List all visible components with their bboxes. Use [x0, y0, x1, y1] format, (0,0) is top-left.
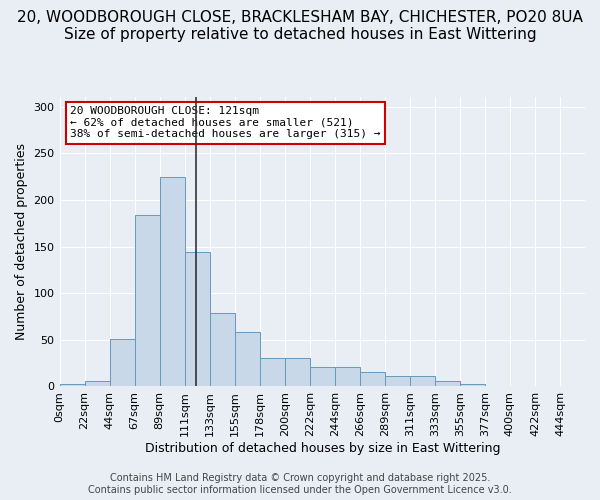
Bar — [134, 215, 160, 386]
Y-axis label: Number of detached properties: Number of detached properties — [15, 144, 28, 340]
Bar — [160, 176, 185, 386]
Bar — [285, 358, 310, 386]
Text: 20, WOODBOROUGH CLOSE, BRACKLESHAM BAY, CHICHESTER, PO20 8UA
Size of property re: 20, WOODBOROUGH CLOSE, BRACKLESHAM BAY, … — [17, 10, 583, 42]
Bar — [260, 358, 285, 386]
X-axis label: Distribution of detached houses by size in East Wittering: Distribution of detached houses by size … — [145, 442, 500, 455]
Bar — [59, 384, 85, 386]
Bar — [110, 339, 134, 386]
Bar — [185, 252, 209, 386]
Bar — [460, 384, 485, 386]
Bar — [410, 376, 435, 386]
Bar — [385, 376, 410, 386]
Bar — [235, 332, 260, 386]
Text: 20 WOODBOROUGH CLOSE: 121sqm
← 62% of detached houses are smaller (521)
38% of s: 20 WOODBOROUGH CLOSE: 121sqm ← 62% of de… — [70, 106, 380, 140]
Bar — [435, 381, 460, 386]
Text: Contains HM Land Registry data © Crown copyright and database right 2025.
Contai: Contains HM Land Registry data © Crown c… — [88, 474, 512, 495]
Bar — [360, 372, 385, 386]
Bar — [209, 313, 235, 386]
Bar — [310, 367, 335, 386]
Bar — [335, 367, 360, 386]
Bar — [85, 381, 110, 386]
